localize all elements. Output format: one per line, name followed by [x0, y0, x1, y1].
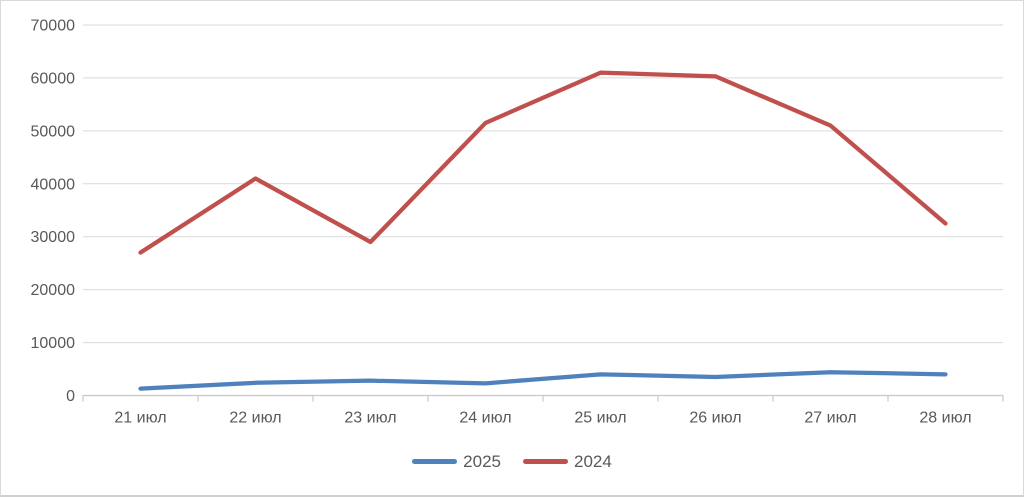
x-axis-tick-label: 28 июл — [919, 410, 971, 427]
series-line-2025 — [138, 370, 948, 391]
legend-item-2025: 2025 — [412, 453, 501, 470]
x-axis-tick-label: 22 июл — [229, 410, 281, 427]
legend-label-2025: 2025 — [463, 452, 501, 471]
y-axis-tick-label: 70000 — [31, 18, 76, 35]
x-axis-tick-label: 23 июл — [344, 410, 396, 427]
y-axis-tick-label: 20000 — [31, 282, 76, 299]
y-axis-tick-label: 50000 — [31, 123, 76, 140]
legend-line-swatch-2025 — [412, 459, 458, 464]
y-axis-tick-label: 10000 — [31, 335, 76, 352]
series-line-2024 — [138, 70, 948, 255]
y-axis-tick-label: 40000 — [31, 176, 76, 193]
y-axis-tick-label: 60000 — [31, 70, 76, 87]
chart-legend: 2025 2024 — [1, 453, 1023, 470]
legend-label-2024: 2024 — [574, 452, 612, 471]
x-axis-tick-label: 21 июл — [114, 410, 166, 427]
legend-item-2024: 2024 — [523, 453, 612, 470]
y-axis-tick-label: 30000 — [31, 229, 76, 246]
x-axis-tick-label: 26 июл — [689, 410, 741, 427]
y-axis-tick-label: 0 — [66, 388, 75, 405]
x-axis-tick-label: 27 июл — [804, 410, 856, 427]
x-axis-tick-label: 25 июл — [574, 410, 626, 427]
x-axis-tick-label: 24 июл — [459, 410, 511, 427]
legend-line-swatch-2024 — [523, 459, 568, 464]
